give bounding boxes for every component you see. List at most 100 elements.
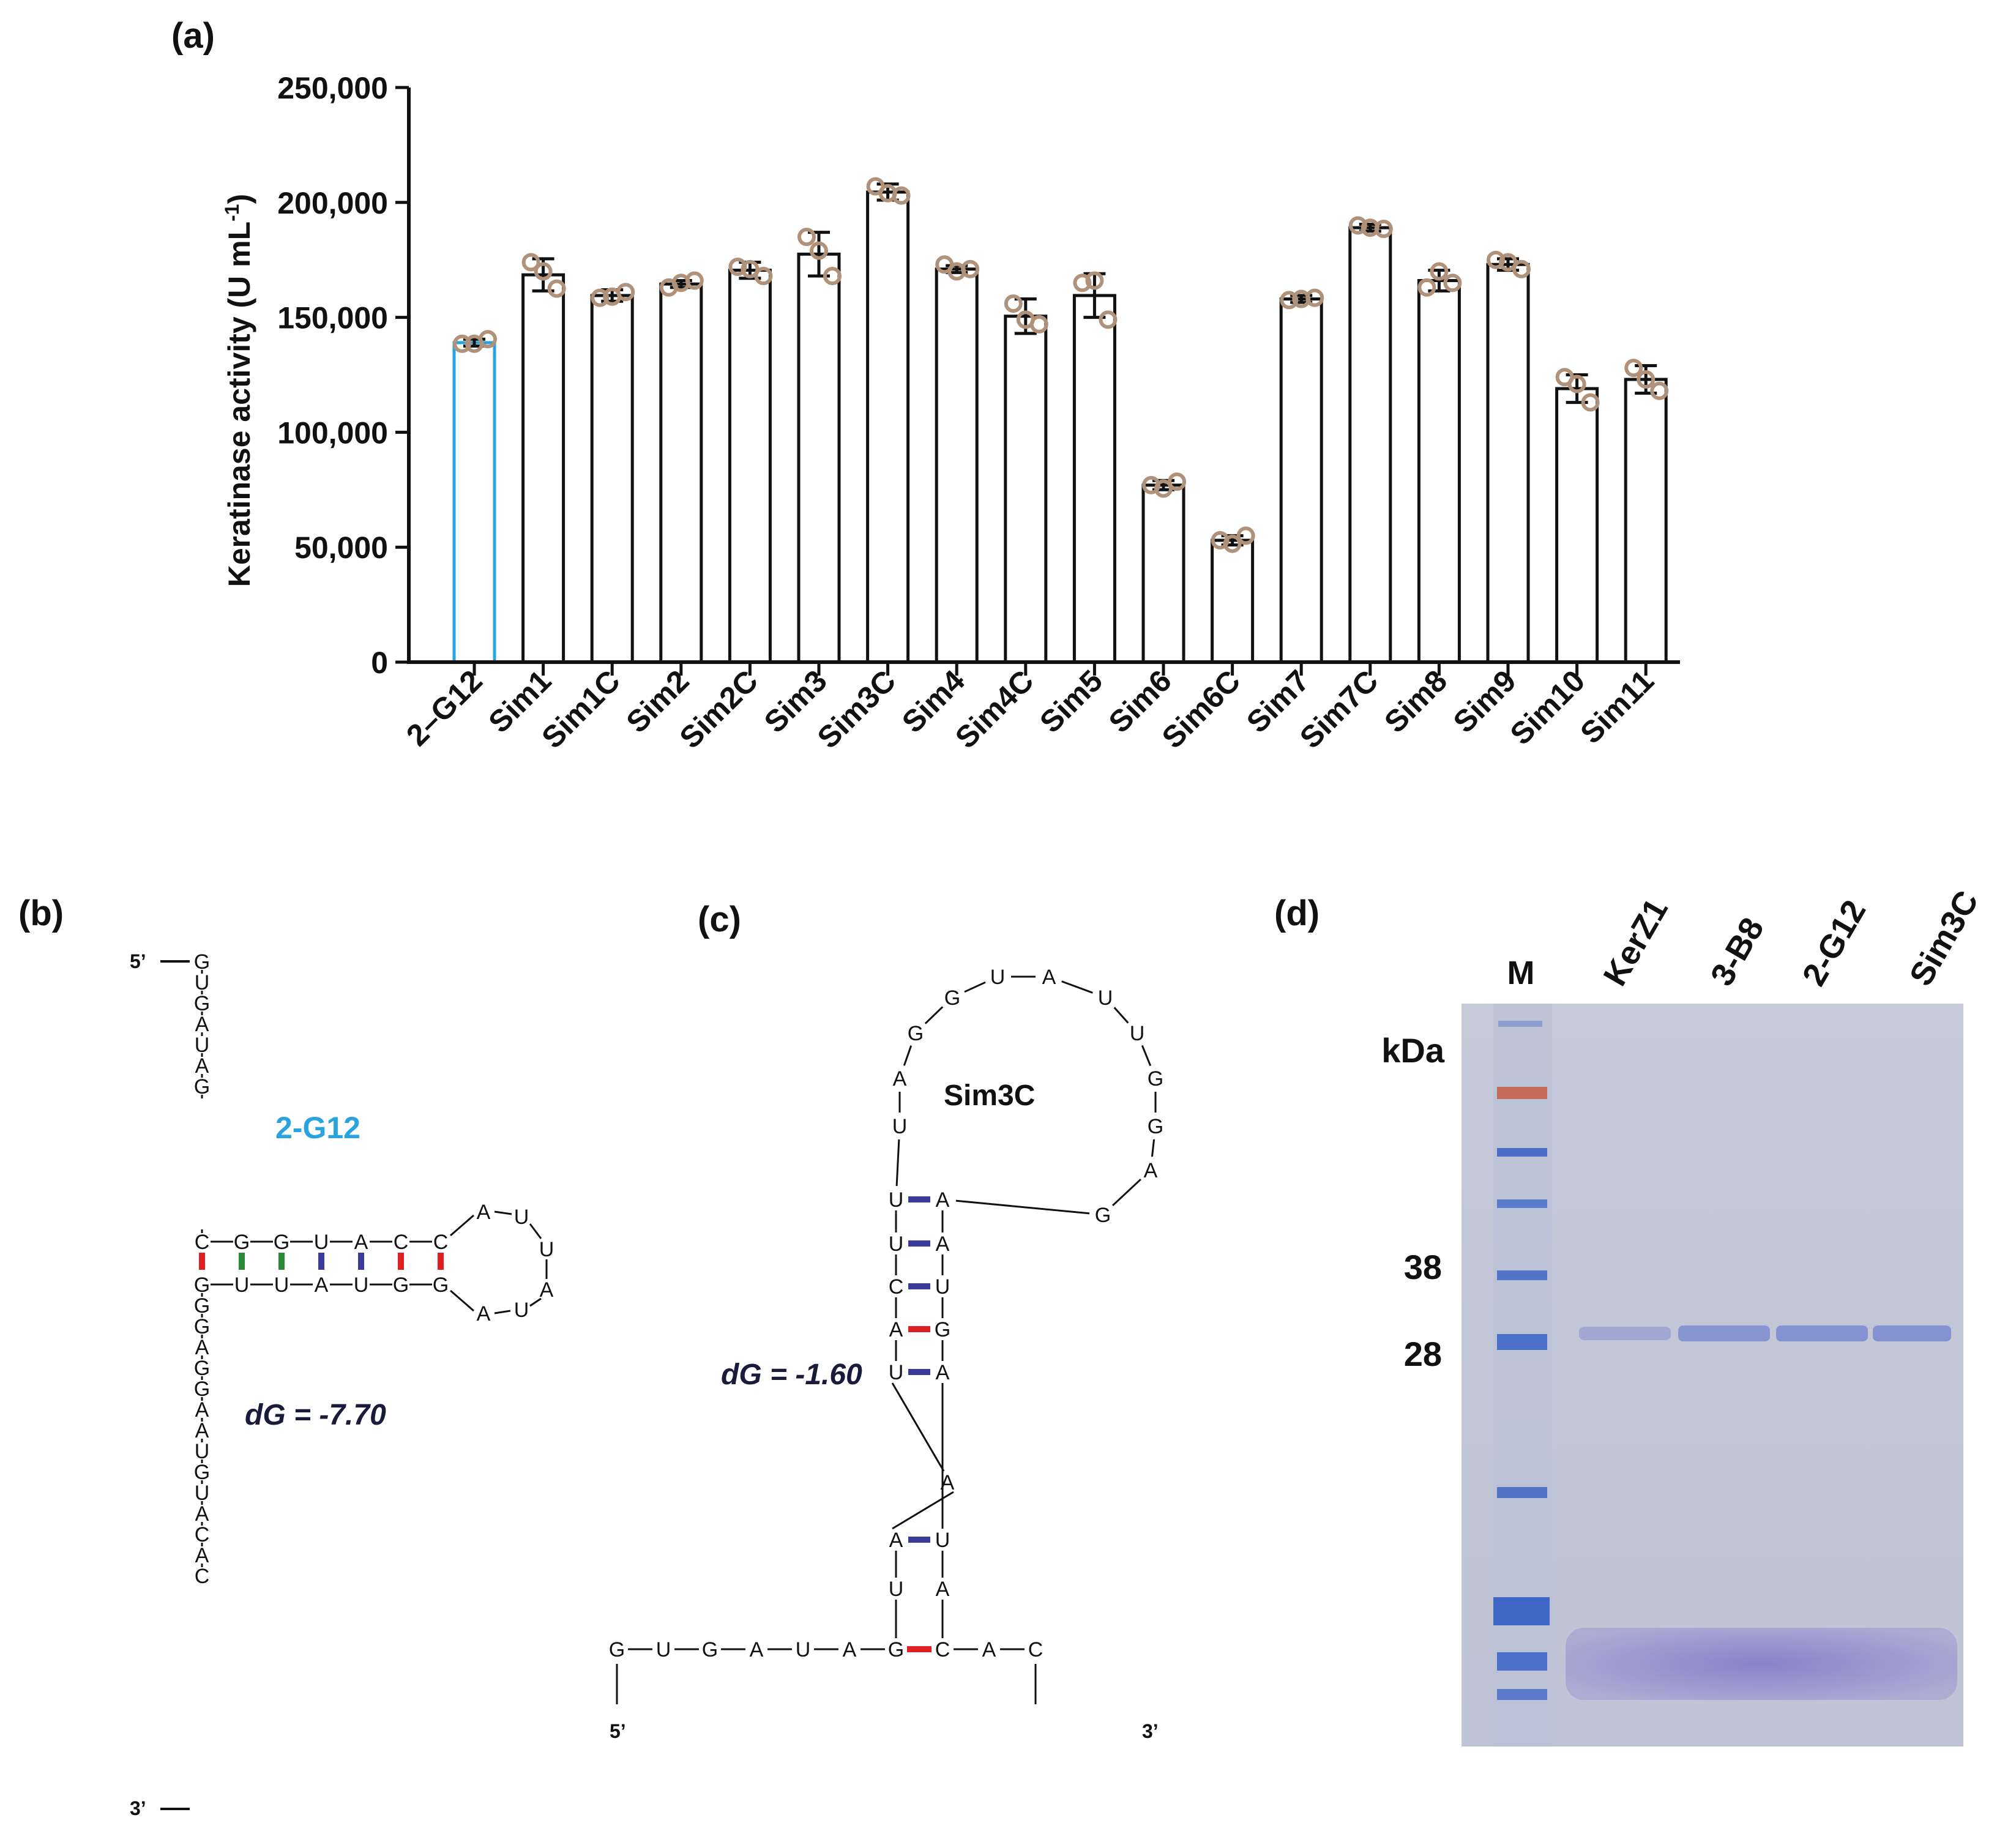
nucleotide: U: [889, 1361, 904, 1384]
nucleotide: U: [314, 1231, 329, 1254]
data-point: [728, 257, 747, 276]
bar-chart: Keratinase activity (U mL-1) 0 50,000 100,…: [221, 71, 1680, 755]
nucleotide: G: [194, 1273, 210, 1297]
nucleotide: G: [888, 1638, 904, 1661]
bar-Sim7C: [1348, 226, 1392, 664]
x-tick-label: 2–G12: [400, 663, 489, 753]
bar-2–G12: [452, 341, 496, 664]
data-point: [1567, 375, 1586, 393]
band-2-g12: [1776, 1325, 1868, 1341]
nucleotide: C: [433, 1231, 449, 1254]
data-point: [534, 262, 553, 281]
nucleotide: U: [354, 1273, 369, 1297]
nucleotide: C: [195, 1523, 210, 1546]
bar-Sim3C: [866, 190, 910, 664]
nucleotide: A: [540, 1278, 554, 1302]
nucleotide: G: [944, 986, 960, 1010]
x-tick-label: Sim6C: [1155, 663, 1247, 755]
nucleotide: A: [936, 1578, 950, 1601]
panel-label-b: (b): [18, 893, 64, 933]
nucleotide: C: [1028, 1638, 1043, 1661]
data-point: [521, 253, 540, 272]
base-pair: [907, 1646, 931, 1652]
data-point: [1361, 218, 1379, 237]
nucleotide: U: [796, 1638, 811, 1661]
nucleotide: C: [935, 1638, 950, 1661]
five-prime-label: 5’: [130, 950, 146, 972]
y-tick-label: 0: [371, 646, 388, 680]
nucleotide: G: [935, 1318, 950, 1341]
nucleotide: G: [194, 992, 210, 1015]
data-point: [1512, 259, 1531, 278]
x-tick-label: Sim4C: [949, 663, 1040, 755]
bar-Sim4: [935, 267, 979, 664]
kda-unit-label: kDa: [1381, 1031, 1445, 1070]
data-point: [1085, 271, 1104, 290]
panel-label-c: (c): [698, 900, 741, 939]
nucleotide: A: [195, 1419, 209, 1442]
nucleotide: G: [234, 1231, 250, 1254]
nucleotide: G: [433, 1273, 449, 1297]
nucleotide: G: [393, 1273, 409, 1297]
nucleotide: A: [750, 1638, 764, 1661]
bar-Sim1: [521, 273, 566, 664]
dye-front: [1566, 1628, 1957, 1700]
base-pair: [908, 1369, 930, 1375]
data-point: [810, 241, 828, 260]
base-pair: [908, 1326, 930, 1332]
data-point: [1443, 274, 1462, 293]
data-point: [1417, 278, 1436, 297]
base-pair: [358, 1253, 364, 1270]
nucleotide: U: [1130, 1022, 1145, 1045]
nucleotide: A: [893, 1067, 907, 1090]
data-point: [878, 184, 897, 203]
data-point: [453, 334, 471, 353]
data-point: [947, 262, 966, 281]
nucleotide: A: [477, 1302, 491, 1325]
nucleotide: C: [889, 1275, 904, 1299]
data-point: [1348, 216, 1367, 235]
nucleotide: A: [889, 1529, 903, 1552]
y-tick-label: 50,000: [294, 531, 388, 565]
data-point: [1004, 294, 1023, 313]
base-pair: [239, 1253, 245, 1270]
nucleotide: C: [195, 1231, 210, 1254]
structure-name-label: 2-G12: [275, 1111, 360, 1145]
bar-Sim4C: [1004, 315, 1048, 664]
nucleotide: A: [936, 1361, 950, 1384]
data-point: [797, 228, 816, 247]
nucleotide: U: [889, 1232, 904, 1256]
data-point: [1487, 250, 1505, 269]
nucleotide: A: [889, 1318, 903, 1341]
data-point: [754, 266, 773, 285]
data-point: [1430, 262, 1449, 281]
panel-label-a: (a): [171, 16, 215, 56]
sds-page-gel: M KerZ1 3-B8 2-G12 Sim3C kDa 38 28: [1381, 884, 1985, 1747]
nucleotide: G: [194, 1461, 210, 1484]
data-point: [603, 287, 622, 306]
bar-Sim6C: [1211, 539, 1255, 664]
nucleotide: A: [195, 1398, 209, 1422]
nucleotide: G: [609, 1638, 625, 1661]
data-point: [1236, 526, 1255, 545]
nucleotide: A: [477, 1201, 491, 1224]
x-tick-label: Sim11: [1574, 663, 1660, 750]
band-sim3c: [1873, 1325, 1951, 1341]
nucleotide: A: [936, 1232, 950, 1256]
nucleotide: G: [908, 1022, 924, 1045]
nucleotide: G: [194, 1357, 210, 1380]
nucleotide: G: [1095, 1204, 1111, 1227]
base-pair: [908, 1240, 930, 1247]
rna-structure-sim3c: Sim3C dG = -1.60 5’ 3’ G U G A U A G C A CUAUACUU…: [609, 966, 1163, 1742]
nucleotide: G: [194, 1315, 210, 1338]
data-point: [1154, 479, 1173, 498]
free-energy-label: dG = -1.60: [721, 1359, 862, 1391]
nucleotide: A: [195, 1013, 209, 1036]
nucleotide: G: [194, 950, 210, 974]
nucleotide: U: [1098, 986, 1113, 1010]
y-tick-label: 200,000: [277, 186, 388, 220]
data-point: [1168, 472, 1186, 491]
data-point: [1280, 291, 1299, 310]
